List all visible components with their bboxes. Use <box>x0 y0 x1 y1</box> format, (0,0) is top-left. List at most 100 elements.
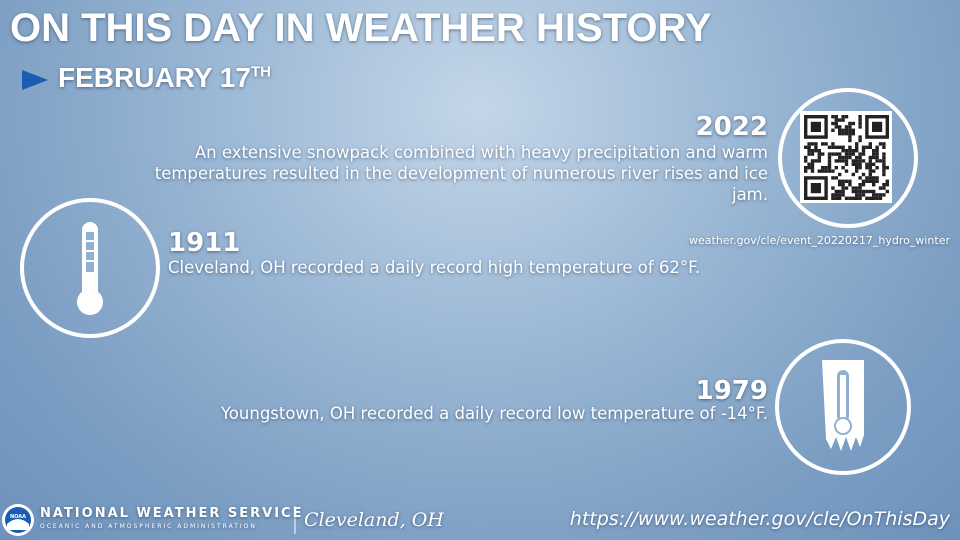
qr-module <box>855 169 859 173</box>
qr-module <box>868 176 872 180</box>
qr-module <box>855 186 859 190</box>
qr-module <box>817 155 821 160</box>
qr-module <box>851 196 855 200</box>
qr-module <box>865 162 869 166</box>
qr-module <box>855 142 859 146</box>
qr-module <box>838 193 842 197</box>
qr-module <box>875 155 879 160</box>
qr-module <box>872 152 876 156</box>
qr-module <box>844 155 849 160</box>
qr-module <box>838 125 842 129</box>
qr-module <box>868 169 872 173</box>
qr-module <box>827 159 832 163</box>
qr-module <box>872 189 876 194</box>
qr-module <box>861 179 866 183</box>
qr-module <box>858 115 862 119</box>
qr-module <box>841 115 845 119</box>
qr-module <box>810 149 815 153</box>
qr-module <box>841 128 845 132</box>
qr-module <box>858 159 862 163</box>
qr-module <box>855 196 859 200</box>
qr-module <box>858 138 862 143</box>
qr-module <box>841 186 845 190</box>
qr-module <box>878 142 883 146</box>
qr-module <box>861 149 866 153</box>
event-year: 2022 <box>695 112 768 142</box>
qr-module <box>844 149 849 153</box>
qr-module <box>858 125 862 129</box>
qr-module <box>861 183 866 187</box>
qr-module <box>882 183 886 187</box>
qr-module <box>810 121 821 132</box>
qr-module <box>814 149 818 153</box>
qr-module <box>875 152 879 156</box>
qr-module <box>865 179 869 183</box>
qr-module <box>841 193 845 197</box>
icon-circle <box>778 88 918 228</box>
qr-module <box>848 138 852 143</box>
qr-module <box>821 169 825 173</box>
qr-module <box>885 166 889 170</box>
qr-module <box>882 193 886 197</box>
qr-module <box>810 169 815 173</box>
qr-module <box>848 196 852 200</box>
qr-module <box>831 115 835 119</box>
qr-module <box>824 169 828 173</box>
qr-module <box>878 196 883 200</box>
qr-module <box>804 155 808 160</box>
qr-module <box>817 159 821 163</box>
qr-module <box>838 145 842 149</box>
qr-module <box>885 189 889 194</box>
qr-module <box>872 193 876 197</box>
qr-module <box>817 152 821 156</box>
noaa-logo-wave <box>7 519 29 530</box>
qr-module <box>807 142 811 146</box>
qr-module <box>851 172 855 177</box>
qr-module <box>804 159 808 163</box>
qr-module <box>872 162 876 166</box>
qr-module <box>824 166 828 170</box>
event-link: weather.gov/cle/event_20220217_hydro_win… <box>689 234 950 247</box>
qr-module <box>841 166 845 170</box>
qr-module <box>872 176 876 180</box>
qr-module <box>838 196 842 200</box>
qr-module <box>868 189 872 194</box>
qr-module <box>831 128 835 132</box>
qr-module <box>851 121 855 126</box>
qr-module <box>875 179 879 183</box>
qr-module <box>810 152 815 156</box>
qr-module <box>838 152 842 156</box>
qr-module <box>875 149 879 153</box>
qr-module <box>851 128 855 132</box>
event-text: Youngstown, OH recorded a daily record l… <box>220 404 768 423</box>
title: ON THIS DAY IN WEATHER HISTORY <box>10 6 712 50</box>
qr-module <box>817 169 821 173</box>
qr-module <box>831 196 835 200</box>
qr-module <box>827 169 832 173</box>
qr-module <box>861 152 866 156</box>
qr-module <box>858 152 862 156</box>
qr-module <box>882 166 886 170</box>
qr-module <box>868 142 872 146</box>
qr-module <box>841 179 845 183</box>
qr-module <box>868 172 872 177</box>
qr-module <box>807 166 811 170</box>
qr-module <box>804 145 808 149</box>
qr-module <box>848 128 852 132</box>
qr-module <box>855 189 859 194</box>
qr-module <box>848 121 852 126</box>
qr-module <box>834 196 838 200</box>
qr-module <box>868 166 872 170</box>
qr-module <box>848 132 852 136</box>
qr-module <box>848 125 852 129</box>
qr-module <box>858 162 862 166</box>
qr-module <box>844 132 849 136</box>
qr-module <box>838 159 842 163</box>
qr-module <box>821 166 825 170</box>
qr-module <box>872 155 876 160</box>
qr-module <box>875 145 879 149</box>
event-text: Cleveland, OH recorded a daily record hi… <box>168 258 701 277</box>
footer-url: https://www.weather.gov/cle/OnThisDay <box>569 508 950 530</box>
qr-module <box>834 125 838 129</box>
qr-module <box>868 179 872 183</box>
